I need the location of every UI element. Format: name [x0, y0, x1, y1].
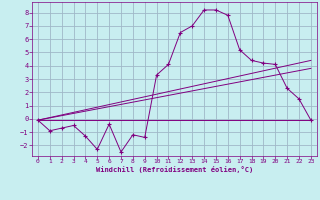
X-axis label: Windchill (Refroidissement éolien,°C): Windchill (Refroidissement éolien,°C): [96, 166, 253, 173]
